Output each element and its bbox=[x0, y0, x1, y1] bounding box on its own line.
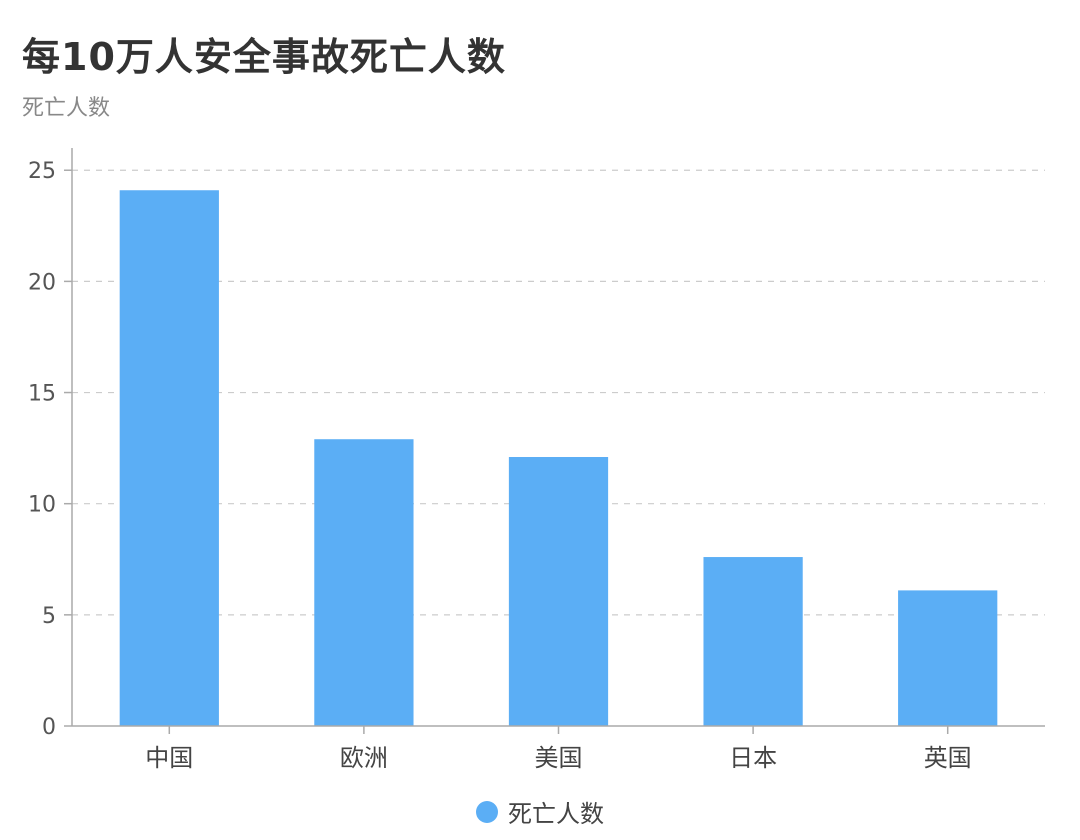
y-tick-label: 20 bbox=[28, 270, 56, 295]
legend-marker bbox=[476, 800, 498, 823]
bar-0[interactable] bbox=[119, 190, 219, 726]
x-tick-label: 美国 bbox=[535, 744, 583, 772]
chart-subtitle: 死亡人数 bbox=[22, 96, 111, 121]
x-tick-label: 中国 bbox=[145, 744, 193, 772]
bar-4[interactable] bbox=[898, 590, 998, 726]
bar-1[interactable] bbox=[314, 439, 414, 726]
y-tick-label: 15 bbox=[28, 382, 56, 407]
y-tick-labels: 0 5 10 15 20 25 bbox=[28, 159, 56, 740]
y-tick-label: 10 bbox=[28, 493, 56, 518]
bar-3[interactable] bbox=[703, 557, 803, 726]
legend[interactable]: 死亡人数 bbox=[0, 794, 1080, 829]
y-tick-label: 5 bbox=[42, 604, 56, 629]
y-tick-label: 25 bbox=[28, 159, 56, 184]
gridlines bbox=[64, 169, 1045, 727]
y-tick-label: 0 bbox=[42, 715, 56, 740]
legend-label: 死亡人数 bbox=[508, 800, 604, 828]
x-tick-label: 英国 bbox=[924, 744, 972, 772]
chart-title: 每10万人安全事故死亡人数 bbox=[22, 35, 506, 79]
bar-2[interactable] bbox=[508, 457, 609, 726]
x-tick-label: 欧洲 bbox=[340, 744, 388, 772]
bars bbox=[119, 190, 998, 726]
x-tick-label: 日本 bbox=[729, 744, 777, 772]
x-tick-labels: 中国 欧洲 美国 日本 英国 bbox=[145, 726, 972, 772]
